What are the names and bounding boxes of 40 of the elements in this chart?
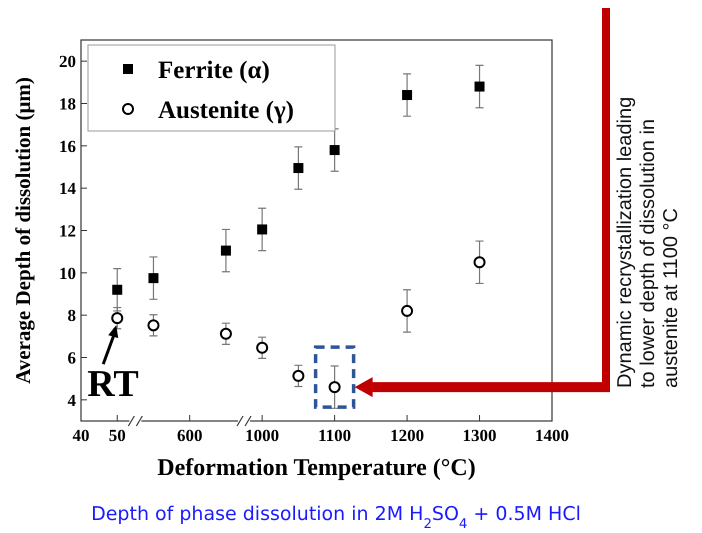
point bbox=[328, 381, 341, 394]
text: Dynamic recrystallization leading to lower depth of dissolution in austenite at 1100 °C bbox=[614, 96, 682, 388]
x-tick-label: 1100 bbox=[318, 426, 352, 445]
point bbox=[292, 370, 304, 382]
x-axis-title: Deformation Temperature (°C) bbox=[157, 455, 476, 481]
point bbox=[148, 273, 158, 284]
y-tick-label: 8 bbox=[68, 306, 76, 326]
y-tick-label: 20 bbox=[59, 52, 76, 72]
x-tick-label: 40 bbox=[72, 426, 90, 445]
point bbox=[220, 246, 231, 256]
x-tick-label: 1000 bbox=[245, 426, 280, 445]
y-tick-label: 4 bbox=[68, 390, 76, 410]
point bbox=[293, 163, 304, 174]
x-tick-label: 600 bbox=[176, 426, 202, 445]
annotation: RT bbox=[87, 363, 139, 406]
point bbox=[474, 82, 485, 92]
text: Depth of phase dissolution in 2M H$_{2}$SO$_{4}$ + 0.5M HCl bbox=[91, 503, 581, 532]
x-tick-label: 1300 bbox=[462, 426, 497, 445]
point bbox=[401, 304, 414, 317]
y-tick-label: 16 bbox=[59, 136, 76, 156]
point bbox=[257, 224, 268, 234]
y-tick-label: 14 bbox=[59, 179, 76, 198]
point bbox=[474, 256, 486, 268]
x-tick-label: 1400 bbox=[535, 426, 569, 445]
point bbox=[220, 328, 232, 340]
x-tick-label: 50 bbox=[108, 426, 126, 445]
legend-label: Austenite (γ) bbox=[158, 96, 294, 124]
point bbox=[112, 284, 122, 295]
point bbox=[330, 145, 340, 156]
y-axis-title: Average Depth of dissolution (μm) bbox=[11, 77, 35, 384]
point bbox=[256, 342, 268, 354]
y-tick-label: 10 bbox=[59, 264, 76, 283]
point bbox=[402, 90, 412, 100]
legend-label: Ferrite (α) bbox=[158, 56, 270, 84]
point bbox=[111, 312, 124, 324]
y-tick-label: 6 bbox=[68, 348, 76, 368]
point bbox=[147, 319, 160, 332]
x-tick-label: 1200 bbox=[390, 426, 424, 445]
y-tick-label: 18 bbox=[59, 94, 76, 114]
y-tick-label: 12 bbox=[59, 221, 76, 240]
